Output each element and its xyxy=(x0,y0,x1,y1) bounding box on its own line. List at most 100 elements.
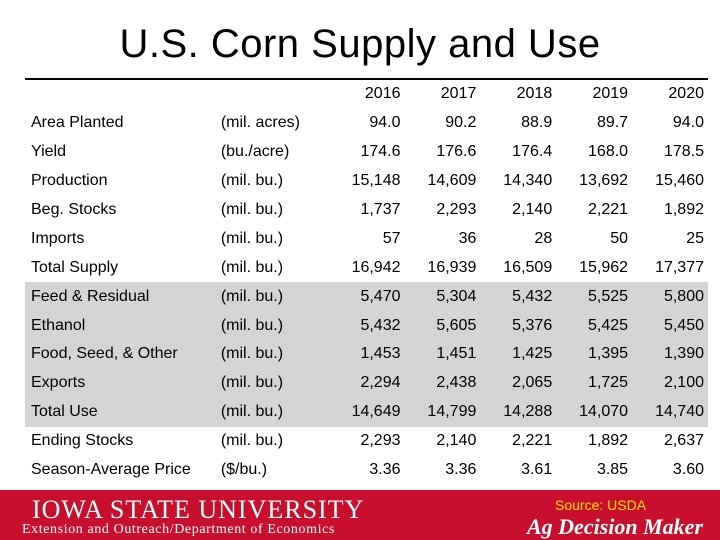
value-cell: 2,293 xyxy=(436,201,477,218)
value-cell: 5,450 xyxy=(632,311,708,341)
row-label: Total Use xyxy=(25,397,221,427)
year-header: 2020 xyxy=(668,85,704,103)
table-row: Total Use (mil. bu.) 14,649 14,799 14,288 14,… xyxy=(25,397,708,427)
row-label: Total Supply xyxy=(31,258,119,276)
value-cell: 16,939 xyxy=(427,258,477,276)
value-cell: 2,140 xyxy=(512,201,553,218)
year-header: 2016 xyxy=(364,85,401,103)
value-cell: 1,395 xyxy=(556,340,633,369)
value-cell: 17,377 xyxy=(655,258,704,276)
row-label: Food, Seed, & Other xyxy=(25,340,221,369)
value-cell: 13,692 xyxy=(579,172,629,190)
value-cell: 14,799 xyxy=(404,397,481,427)
value-cell: 3.36 xyxy=(445,461,477,479)
row-label: Production xyxy=(31,172,108,190)
value-cell: 174.6 xyxy=(360,143,401,161)
value-cell: 50 xyxy=(610,229,629,247)
value-cell: 5,605 xyxy=(404,311,481,341)
row-unit: (bu./acre) xyxy=(220,143,290,161)
row-unit: (mil. bu.) xyxy=(220,229,284,247)
row-unit: (mil. bu.) xyxy=(220,201,284,218)
value-cell: 2,294 xyxy=(328,368,405,398)
row-label: Feed & Residual xyxy=(25,282,221,312)
table-row: Production (mil. bu.) 15,148 14,609 14,340 13… xyxy=(25,167,708,196)
row-label: Ethanol xyxy=(25,311,221,341)
table-row: Season-Average Price ($/bu.) 3.36 3.36 3.61 3… xyxy=(25,456,708,485)
value-cell: 2,293 xyxy=(360,432,401,450)
value-cell: 16,942 xyxy=(351,258,401,276)
supply-use-table: 2016 2017 2018 2019 2020 Area Planted (mi… xyxy=(25,80,708,484)
value-cell: 3.61 xyxy=(521,461,553,479)
department-name: Extension and Outreach/Department of Eco… xyxy=(22,522,335,537)
value-cell: 3.36 xyxy=(369,461,401,479)
value-cell: 2,065 xyxy=(480,368,557,398)
value-cell: 14,288 xyxy=(480,397,557,427)
value-cell: 176.6 xyxy=(436,143,477,161)
row-unit: (mil. bu.) xyxy=(220,258,284,276)
row-unit: ($/bu.) xyxy=(220,461,268,479)
value-cell: 1,737 xyxy=(360,201,401,218)
row-label: Season-Average Price xyxy=(31,461,191,479)
university-logo-text: IOWA STATE UNIVERSITY xyxy=(32,495,365,524)
year-header: 2018 xyxy=(516,85,553,103)
row-label: Beg. Stocks xyxy=(31,201,117,218)
value-cell: 3.85 xyxy=(596,461,629,479)
row-unit: (mil. bu.) xyxy=(220,311,329,341)
value-cell: 1,451 xyxy=(404,340,481,369)
row-label: Exports xyxy=(25,368,221,398)
value-cell: 5,800 xyxy=(632,282,708,312)
row-label: Imports xyxy=(31,229,85,247)
value-cell: 178.5 xyxy=(663,143,704,161)
value-cell: 5,425 xyxy=(556,311,633,341)
table-row: Ending Stocks (mil. bu.) 2,293 2,140 2,221 1,… xyxy=(25,427,708,456)
row-unit: (mil. bu.) xyxy=(220,397,329,427)
row-label: Ending Stocks xyxy=(31,432,134,450)
header-unit-cell xyxy=(221,80,329,109)
value-cell: 15,460 xyxy=(655,172,704,190)
value-cell: 25 xyxy=(686,229,704,247)
value-cell: 94.0 xyxy=(672,114,704,132)
table-row: Area Planted (mil. acres) 94.0 90.2 88.9 89.7… xyxy=(25,109,708,138)
brand-logo-text: Ag Decision Maker xyxy=(527,514,703,539)
value-cell: 36 xyxy=(458,229,477,247)
value-cell: 1,892 xyxy=(588,432,629,450)
value-cell: 2,221 xyxy=(512,432,553,450)
row-unit: (mil. bu.) xyxy=(220,172,284,190)
value-cell: 5,525 xyxy=(556,282,633,312)
row-unit: (mil. acres) xyxy=(220,114,300,132)
row-unit: (mil. bu.) xyxy=(220,368,329,398)
value-cell: 14,609 xyxy=(427,172,477,190)
value-cell: 14,740 xyxy=(632,397,708,427)
value-cell: 94.0 xyxy=(369,114,401,132)
value-cell: 57 xyxy=(382,229,401,247)
value-cell: 5,470 xyxy=(328,282,405,312)
value-cell: 3.60 xyxy=(672,461,704,479)
row-unit: (mil. bu.) xyxy=(220,282,329,312)
table-row: Exports (mil. bu.) 2,294 2,438 2,065 1,725 2,1… xyxy=(25,368,708,398)
row-unit: (mil. bu.) xyxy=(220,340,329,369)
value-cell: 5,432 xyxy=(480,282,557,312)
year-header: 2017 xyxy=(440,85,477,103)
value-cell: 28 xyxy=(534,229,553,247)
value-cell: 14,340 xyxy=(503,172,553,190)
value-cell: 15,148 xyxy=(351,172,401,190)
value-cell: 1,425 xyxy=(480,340,557,369)
value-cell: 2,438 xyxy=(404,368,481,398)
value-cell: 176.4 xyxy=(512,143,553,161)
table-row: Imports (mil. bu.) 57 36 28 50 25 xyxy=(25,224,708,253)
table-row: Ethanol (mil. bu.) 5,432 5,605 5,376 5,425 5,4… xyxy=(25,311,708,341)
value-cell: 1,892 xyxy=(663,201,704,218)
table-row: Beg. Stocks (mil. bu.) 1,737 2,293 2,140 2,22… xyxy=(25,196,708,225)
value-cell: 2,140 xyxy=(436,432,477,450)
value-cell: 15,962 xyxy=(579,258,629,276)
table-header-row: 2016 2017 2018 2019 2020 xyxy=(25,80,708,109)
page-title: U.S. Corn Supply and Use xyxy=(119,22,601,66)
value-cell: 1,390 xyxy=(632,340,708,369)
value-cell: 88.9 xyxy=(521,114,553,132)
row-label: Area Planted xyxy=(31,114,124,132)
value-cell: 89.7 xyxy=(596,114,629,132)
table-row: Total Supply (mil. bu.) 16,942 16,939 16,509… xyxy=(25,253,708,282)
value-cell: 1,453 xyxy=(328,340,405,369)
row-label: Yield xyxy=(31,143,66,161)
value-cell: 2,100 xyxy=(632,368,708,398)
